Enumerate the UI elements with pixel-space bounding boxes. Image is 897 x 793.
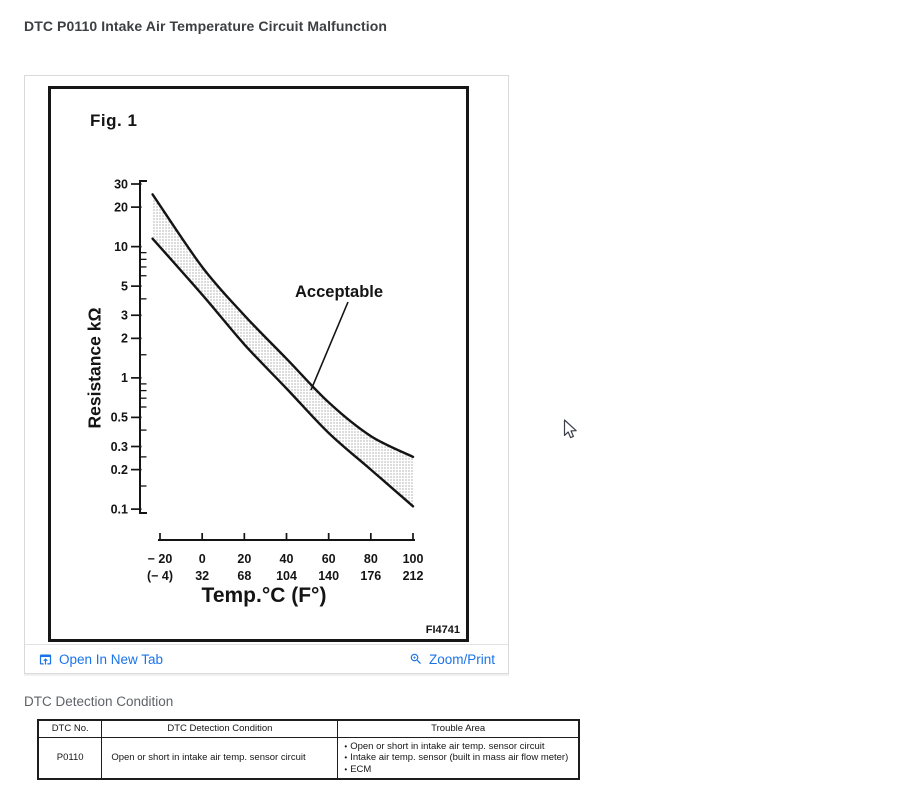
y-tick-label: 0.1 — [111, 502, 128, 516]
x-tick-label-fahrenheit: 176 — [360, 569, 381, 583]
x-tick-label-fahrenheit: 32 — [195, 569, 209, 583]
open-in-new-tab-link[interactable]: Open In New Tab — [38, 652, 163, 667]
trouble-area-item: • ECM — [344, 764, 578, 776]
y-tick-label: 0.2 — [111, 463, 128, 477]
y-axis — [139, 180, 147, 514]
x-tick-label-fahrenheit: 68 — [237, 569, 251, 583]
figure-panel: 30 20 10 5 3 2 1 0.5 0.3 0.2 0.1− 20 (− 4) 0 32 20 68 40… — [24, 75, 509, 674]
zoom-in-icon — [409, 652, 423, 666]
y-tick-label: 3 — [121, 309, 128, 323]
bullet-glyph: • — [344, 741, 348, 751]
trouble-area-item: • Intake air temp. sensor (built in mass … — [344, 752, 578, 764]
dtc-detection-condition-heading: DTC Detection Condition — [24, 694, 174, 709]
open-in-new-tab-label: Open In New Tab — [59, 651, 164, 667]
annotation-callout-line — [310, 301, 349, 391]
y-tick-label: 0.3 — [111, 440, 128, 454]
y-tick-label: 2 — [121, 332, 128, 346]
band-lower-curve — [151, 237, 415, 508]
header-detection-condition: DTC Detection Condition — [101, 719, 339, 738]
x-tick-label-fahrenheit: 140 — [318, 569, 339, 583]
band-upper-curve — [151, 193, 415, 459]
scanned-figure: 30 20 10 5 3 2 1 0.5 0.3 0.2 0.1− 20 (− 4) 0 32 20 68 40… — [48, 86, 469, 642]
y-tick-label: 30 — [114, 177, 128, 191]
x-tick-label-celsius: 60 — [322, 552, 336, 566]
mouse-cursor-icon — [563, 419, 580, 447]
trouble-area-item: • Open or short in intake air temp. senso… — [344, 741, 578, 753]
x-tick-label-celsius: − 20 — [148, 552, 173, 566]
y-tick-label: 5 — [121, 279, 128, 293]
x-tick-label-celsius: 20 — [237, 552, 251, 566]
x-tick-label-celsius: 80 — [364, 552, 378, 566]
figure-number-label: Fig. 1 — [90, 111, 138, 130]
bullet-glyph: • — [344, 764, 348, 774]
x-tick-label-celsius: 40 — [280, 552, 294, 566]
x-tick-label-celsius: 0 — [199, 552, 206, 566]
x-tick-label-celsius: 100 — [403, 552, 424, 566]
y-tick-label: 20 — [114, 200, 128, 214]
cell-detection-condition: Open or short in intake air temp. sensor… — [101, 736, 339, 780]
y-axis-title: Resistance kΩ — [84, 307, 105, 429]
bullet-glyph: • — [344, 753, 348, 762]
header-trouble-area: Trouble Area — [337, 719, 580, 738]
header-dtc-no: DTC No. — [37, 719, 103, 738]
figure-toolbar: Open In New Tab Zoom/Print — [25, 644, 508, 673]
y-tick-label: 10 — [114, 240, 128, 254]
y-tick-label: 1 — [121, 371, 128, 385]
dtc-table: DTC No. DTC Detection Condition Trouble … — [37, 719, 580, 780]
zoom-print-link[interactable]: Zoom/Print — [409, 652, 495, 667]
cell-dtc-no: P0110 — [37, 736, 103, 780]
x-tick-label-fahrenheit: 212 — [403, 569, 424, 583]
trouble-area-text: Open or short in intake air temp. sensor… — [350, 740, 545, 752]
acceptable-annotation: Acceptable — [295, 283, 384, 301]
zoom-print-label: Zoom/Print — [428, 651, 495, 667]
y-tick-label: 0.5 — [111, 411, 128, 425]
open-in-new-icon — [38, 652, 53, 667]
x-axis-title: Temp.°C (F°) — [201, 584, 327, 607]
trouble-area-text: ECM — [350, 763, 372, 775]
page-title: DTC P0110 Intake Air Temperature Circuit… — [24, 18, 388, 34]
x-tick-label-fahrenheit: 104 — [276, 569, 297, 583]
table-row: P0110 Open or short in intake air temp. … — [37, 736, 580, 780]
table-header-row: DTC No. DTC Detection Condition Trouble … — [37, 719, 580, 738]
x-tick-label-fahrenheit: (− 4) — [147, 569, 173, 583]
cell-trouble-area: • Open or short in intake air temp. senso… — [337, 736, 580, 780]
acceptable-band — [152, 194, 413, 507]
trouble-area-text: Intake air temp. sensor (built in mass a… — [350, 752, 569, 763]
figure-code-label: FI4741 — [425, 624, 460, 636]
